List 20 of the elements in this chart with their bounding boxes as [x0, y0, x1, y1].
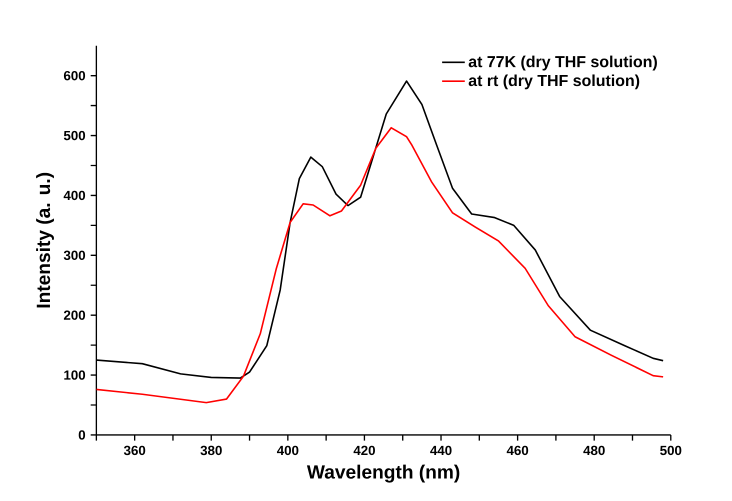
x-tick-label: 460	[506, 446, 528, 456]
y-axis-title: Intensity (a. u.)	[36, 172, 54, 308]
x-tick-label: 380	[200, 446, 222, 456]
y-tick-label: 300	[64, 250, 86, 260]
y-tick-label: 600	[64, 70, 86, 80]
x-tick-label: 500	[660, 446, 682, 456]
x-tick-label: 420	[354, 446, 375, 456]
y-tick-label: 100	[64, 370, 86, 380]
x-axis-title: Wavelength (nm)	[306, 464, 460, 483]
x-tick-label: 480	[583, 446, 605, 456]
y-tick-label: 500	[64, 130, 86, 140]
x-tick-label: 440	[430, 446, 452, 456]
x-tick-label: 360	[124, 446, 146, 456]
legend-label: at rt (dry THF solution)	[468, 74, 640, 90]
legend-label: at 77K (dry THF solution)	[468, 56, 657, 70]
x-tick-label: 400	[276, 446, 298, 456]
y-tick-label: 400	[64, 190, 86, 200]
y-tick-label: 0	[78, 430, 86, 440]
line-series	[96, 126, 664, 404]
y-tick-label: 200	[64, 310, 86, 320]
